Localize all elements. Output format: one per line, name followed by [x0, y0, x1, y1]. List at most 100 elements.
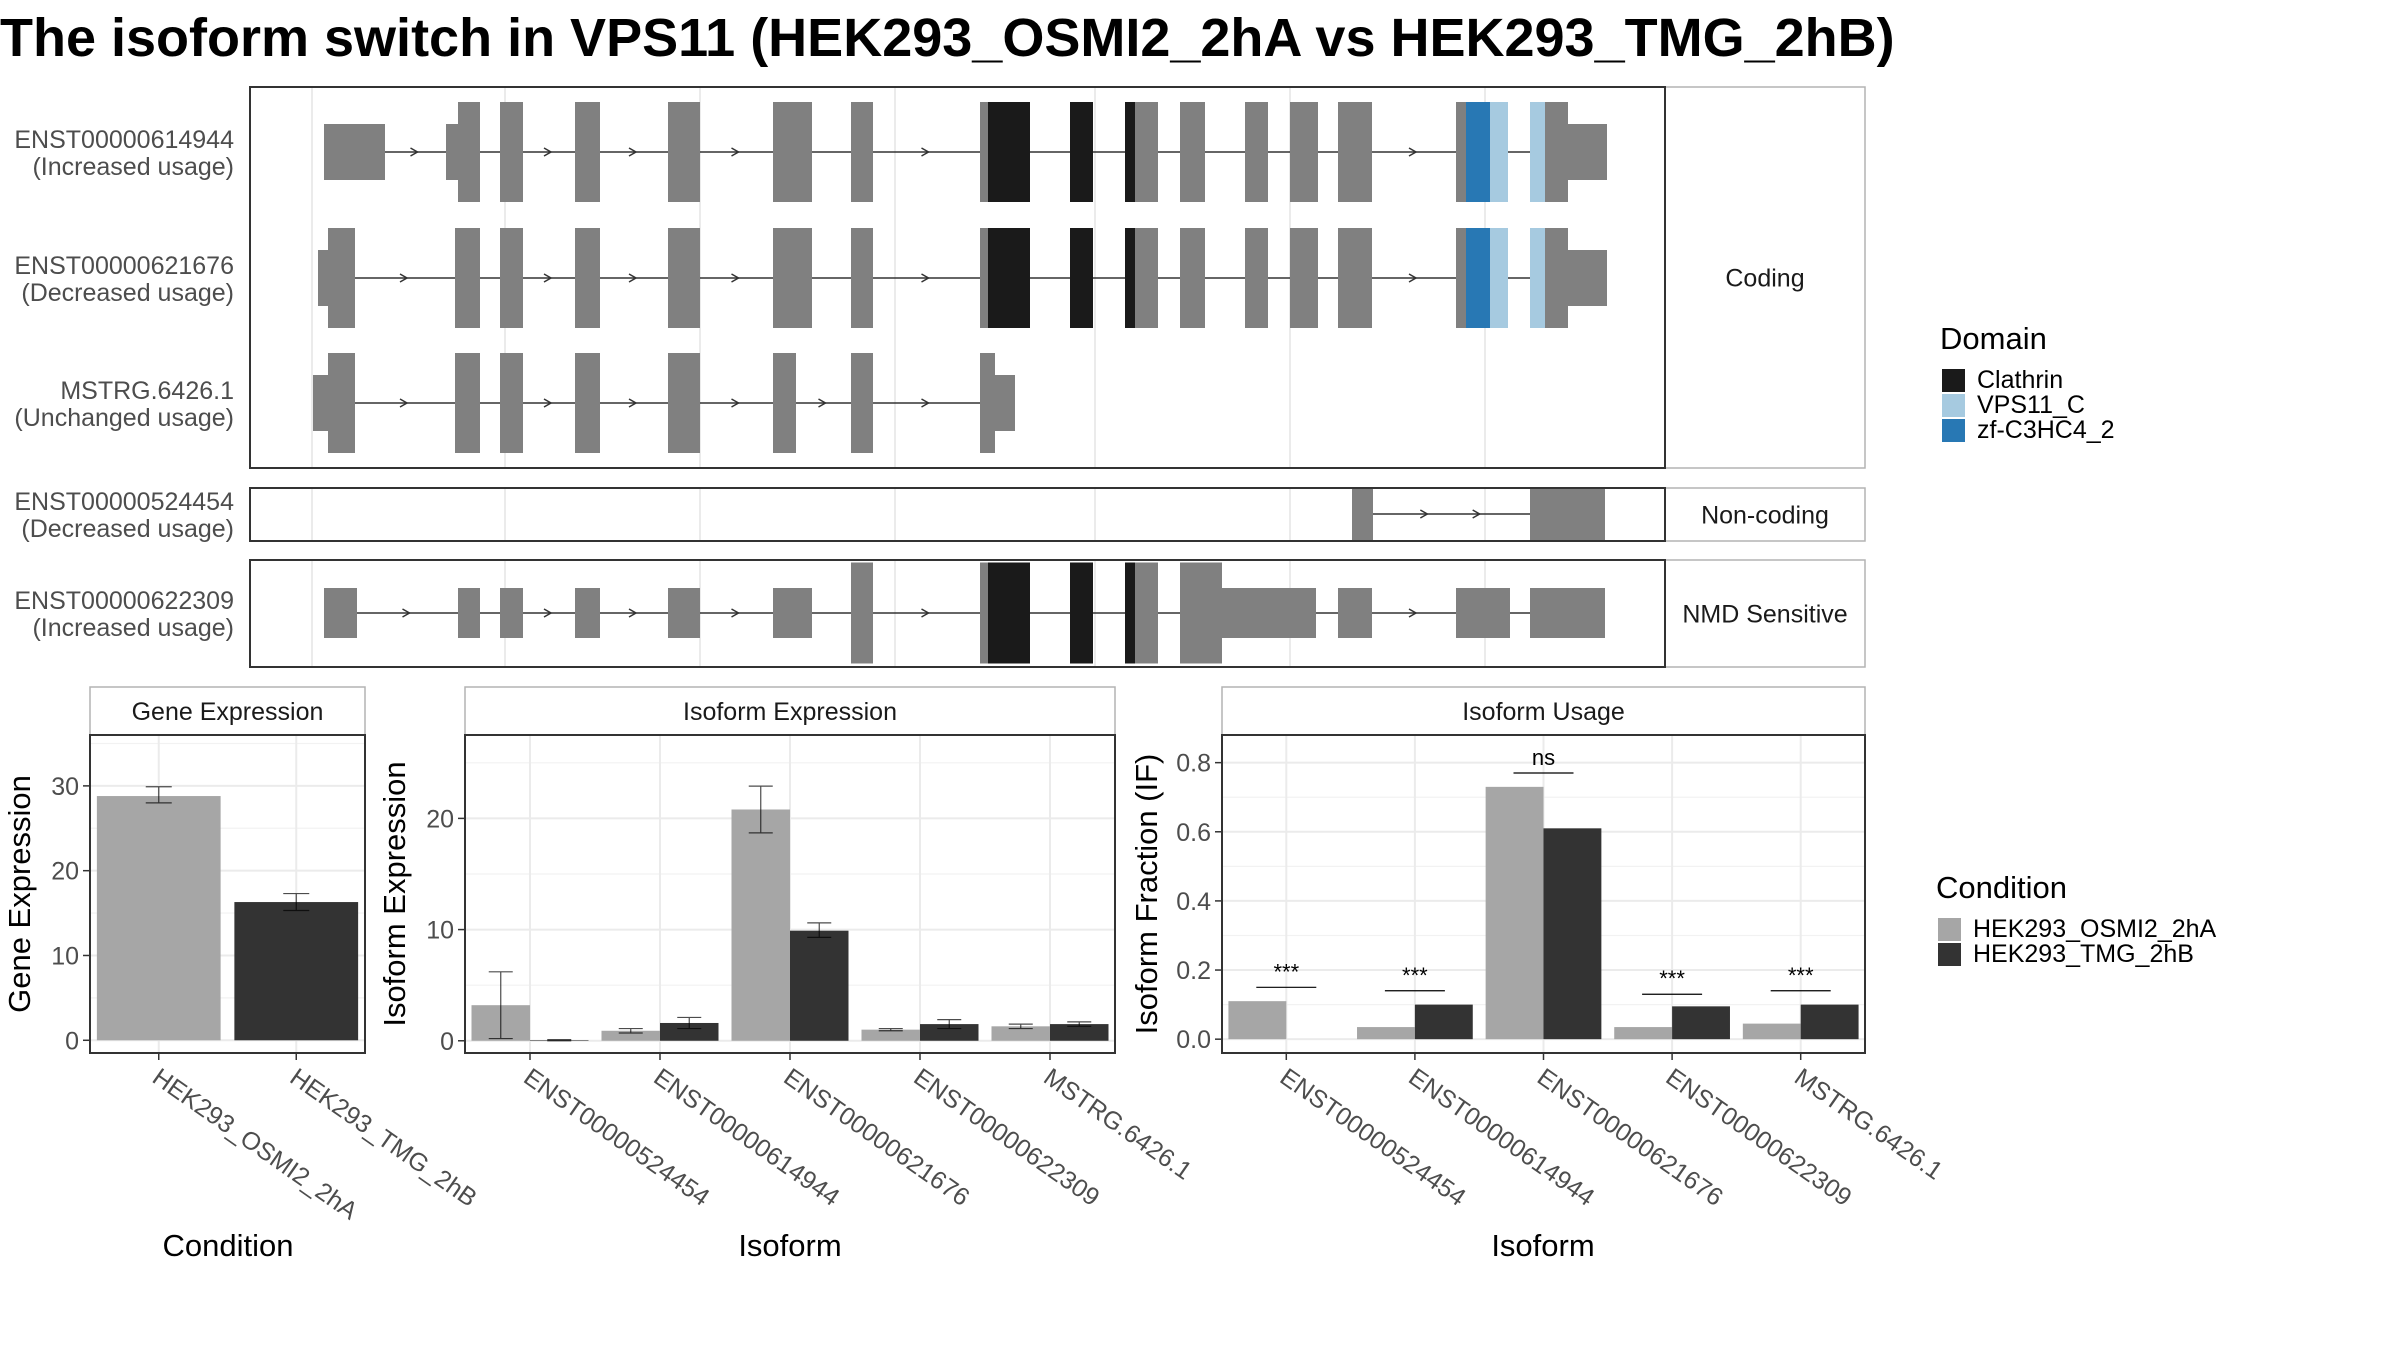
- exon-domain-vps11-c: [1490, 228, 1508, 328]
- legend-label: HEK293_OSMI2_2hA: [1973, 915, 2217, 943]
- y-tick-label: 0.0: [1176, 1026, 1211, 1054]
- y-axis-title: Isoform Fraction (IF): [1129, 754, 1164, 1035]
- facet-label-non-coding: Non-coding: [1701, 502, 1829, 530]
- y-tick-label: 0.2: [1176, 957, 1211, 985]
- exon: [668, 353, 700, 453]
- exon: [455, 228, 480, 328]
- legend-title: Domain: [1940, 321, 2047, 356]
- facet-label-coding: Coding: [1725, 265, 1804, 293]
- intron-arrow: [731, 398, 741, 408]
- error-bar: [677, 1016, 702, 1030]
- intron-arrow: [731, 147, 741, 157]
- exon: [851, 562, 873, 664]
- intron-arrow: [921, 147, 931, 157]
- legend-swatch: [1938, 918, 1961, 941]
- transcript-id: ENST00000524454: [14, 488, 234, 516]
- exon: [324, 124, 385, 180]
- facet-strip: [1664, 559, 1866, 668]
- intron-arrow: [818, 398, 828, 408]
- gene-panel-border: [249, 487, 1666, 542]
- x-axis-title: Isoform: [1491, 1228, 1594, 1263]
- exon: [1135, 102, 1158, 202]
- exon: [313, 375, 328, 431]
- intron-arrow: [628, 273, 638, 283]
- exon: [1545, 102, 1568, 202]
- legend-label: Clathrin: [1977, 366, 2063, 394]
- y-tick-label: 0: [65, 1027, 79, 1055]
- transcript-id: ENST00000621676: [14, 252, 234, 280]
- intron-arrow: [543, 398, 553, 408]
- transcript-usage: (Increased usage): [32, 614, 234, 642]
- exon: [773, 353, 796, 453]
- error-bar: [1067, 1021, 1092, 1027]
- exon: [1135, 228, 1158, 328]
- legend-swatch: [1942, 419, 1965, 442]
- bar: [660, 1022, 719, 1041]
- y-axis-title: Isoform Expression: [377, 761, 412, 1026]
- error-bar: [1008, 1023, 1033, 1030]
- figure-title: The isoform switch in VPS11 (HEK293_OSMI…: [0, 8, 1895, 68]
- exon: [1245, 228, 1268, 328]
- exon: [980, 562, 988, 664]
- significance-label: ***: [1402, 963, 1428, 988]
- transcript-id: ENST00000614944: [14, 126, 234, 154]
- significance-label: ***: [1788, 963, 1814, 988]
- bar: [1050, 1024, 1109, 1041]
- exon: [500, 228, 523, 328]
- exon: [1568, 124, 1607, 180]
- panel-strip: [89, 686, 366, 736]
- exon: [995, 375, 1015, 431]
- intron-arrow: [1408, 147, 1418, 157]
- error-bar: [547, 1039, 572, 1042]
- y-tick-label: 30: [51, 773, 79, 801]
- exon: [1456, 588, 1510, 638]
- bar: [234, 902, 359, 1041]
- bar: [1357, 1027, 1415, 1040]
- exon: [1180, 102, 1205, 202]
- gene-panel-border: [249, 559, 1666, 668]
- transcript-label: ENST00000621676(Decreased usage): [14, 252, 234, 307]
- intron-arrow: [921, 398, 931, 408]
- exon: [668, 588, 700, 638]
- exon: [575, 588, 600, 638]
- bar: [1614, 1027, 1673, 1040]
- legend-label: zf-C3HC4_2: [1977, 416, 2115, 444]
- exon: [1222, 588, 1316, 638]
- intron-arrow: [921, 608, 931, 618]
- bar: [861, 1029, 920, 1041]
- significance-label: ***: [1273, 959, 1299, 984]
- exon-domain-clathrin: [1070, 562, 1093, 664]
- y-tick-label: 10: [51, 942, 79, 970]
- intron-arrow: [399, 273, 409, 283]
- exon-domain-clathrin: [1070, 102, 1093, 202]
- exon: [458, 588, 480, 638]
- bar: [920, 1024, 979, 1041]
- exon-domain-clathrin: [1125, 562, 1135, 664]
- bar: [1414, 1004, 1473, 1040]
- intron-arrow: [628, 398, 638, 408]
- legend-title: Condition: [1936, 870, 2067, 905]
- exon-domain-clathrin: [988, 228, 1030, 328]
- exon: [1135, 562, 1158, 664]
- exon-domain-zf-c3hc4-2: [1466, 102, 1490, 202]
- transcript-id: MSTRG.6426.1: [60, 377, 234, 405]
- exon: [851, 228, 873, 328]
- isoform-expression-panel: Isoform Expression01020ENST00000524454EN…: [377, 686, 1197, 1263]
- bar: [790, 930, 849, 1041]
- exon: [575, 353, 600, 453]
- exon: [1338, 228, 1372, 328]
- facet-strip: [1664, 86, 1866, 469]
- exon-domain-vps11-c: [1490, 102, 1508, 202]
- facet-label-nmd-sensitive: NMD Sensitive: [1682, 601, 1847, 629]
- exon: [446, 124, 458, 180]
- exon: [980, 228, 988, 328]
- panel-title: Isoform Expression: [683, 698, 897, 726]
- exon: [1290, 228, 1318, 328]
- y-tick-label: 0.8: [1176, 750, 1211, 778]
- intron-arrow: [1472, 509, 1482, 519]
- error-bar: [878, 1027, 903, 1032]
- panel-strip: [1221, 686, 1866, 736]
- exon: [500, 102, 523, 202]
- transcript-usage: (Increased usage): [32, 153, 234, 181]
- intron-arrow: [410, 147, 420, 157]
